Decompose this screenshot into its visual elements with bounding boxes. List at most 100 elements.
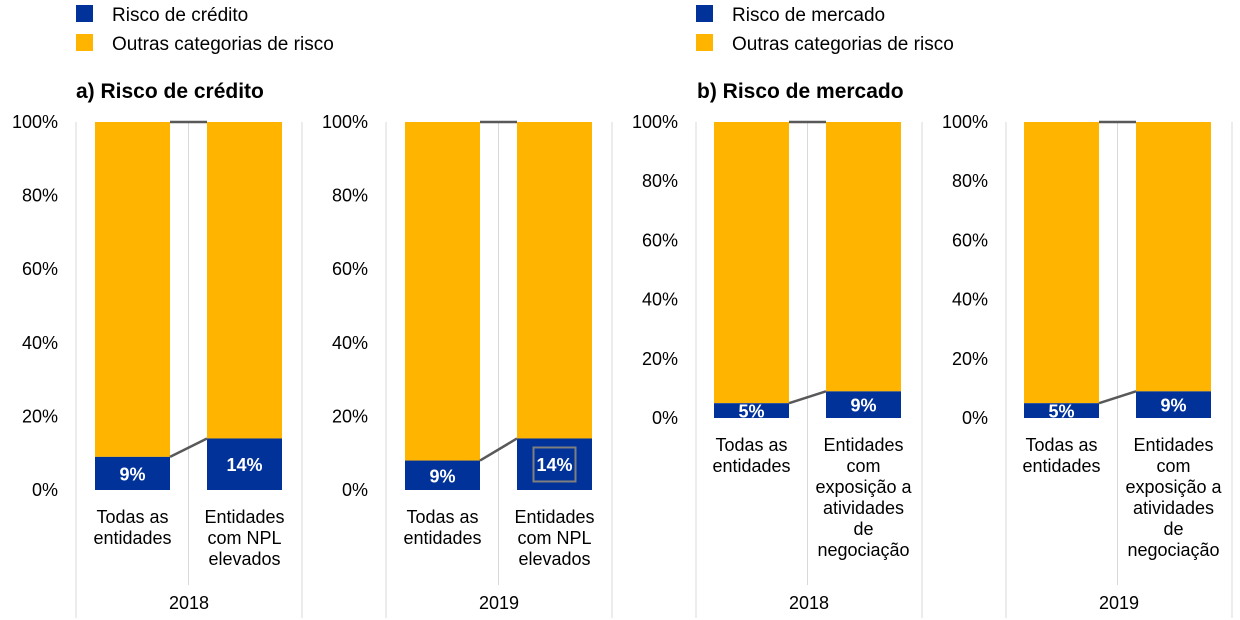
data-label: 9%	[1160, 396, 1186, 416]
category-label-line: de	[1163, 519, 1183, 539]
data-label: 9%	[119, 464, 145, 484]
legend-label-credit-primary: Risco de crédito	[112, 5, 248, 26]
year-label: 2018	[789, 593, 829, 613]
series-connector-primary	[1098, 390, 1137, 405]
bar-segment-other	[1024, 122, 1099, 404]
y-tick-label: 20%	[642, 349, 678, 369]
y-tick-label: 80%	[952, 171, 988, 191]
bar-segment-other	[1136, 122, 1211, 392]
category-label-line: entidades	[1022, 456, 1100, 476]
category-label-line: com	[846, 456, 880, 476]
data-label: 14%	[226, 455, 262, 475]
year-label: 2018	[169, 593, 209, 613]
category-label-line: Entidades	[204, 507, 284, 527]
subplot-2018-credit: 0% 20% 40% 60% 80% 100% 9% 14% Todas as entidades…	[12, 112, 303, 618]
category-label: Entidades com exposição a atividades de negoc…	[1125, 435, 1222, 560]
series-connector-primary	[169, 437, 208, 458]
category-label-line: Todas as	[715, 435, 787, 455]
y-tick-label: 60%	[642, 230, 678, 250]
y-tick-label: 20%	[952, 349, 988, 369]
category-label-line: entidades	[93, 528, 171, 548]
legend-swatch-credit-primary	[76, 5, 93, 22]
bar-segment-primary	[826, 391, 901, 418]
y-tick-label: 80%	[22, 186, 58, 206]
category-label-line: Entidades	[1133, 435, 1213, 455]
y-tick-label: 80%	[642, 171, 678, 191]
bar-segment-primary	[1024, 403, 1099, 418]
data-label: 5%	[738, 402, 764, 422]
y-tick-label: 0%	[652, 408, 678, 428]
y-tick-label: 80%	[332, 186, 368, 206]
category-label: Todas as entidades	[93, 507, 171, 548]
bar-segment-other	[714, 122, 789, 404]
category-label: Todas as entidades	[403, 507, 481, 548]
y-tick-label: 40%	[332, 333, 368, 353]
highlight-box	[532, 446, 577, 483]
bar-segment-primary	[1136, 391, 1211, 418]
bar-segment-primary	[207, 438, 282, 490]
category-label-line: Todas as	[96, 507, 168, 527]
category-label: Entidades com NPL elevados	[514, 507, 594, 569]
subplot-2019-credit: 0% 20% 40% 60% 80% 100% 9% 14% Todas as entidades…	[322, 112, 613, 618]
y-tick-label: 0%	[962, 408, 988, 428]
y-tick-label: 60%	[332, 259, 368, 279]
category-label-line: entidades	[403, 528, 481, 548]
category-label: Entidades com NPL elevados	[204, 507, 284, 569]
y-tick-label: 20%	[22, 406, 58, 426]
legend-swatch-market-other	[696, 34, 713, 51]
category-label-line: negociação	[817, 540, 909, 560]
category-label-line: Todas as	[1025, 435, 1097, 455]
legend-swatch-market-primary	[696, 5, 713, 22]
y-tick-label: 40%	[952, 290, 988, 310]
subplot-2018-market: 0% 20% 40% 60% 80% 100% 5% 9% Todas as entidades E…	[632, 112, 923, 618]
legend-credit: Risco de crédito Outras categorias de ri…	[76, 5, 334, 55]
data-label: 5%	[1048, 402, 1074, 422]
y-tick-label: 100%	[632, 112, 678, 132]
y-tick-label: 40%	[642, 290, 678, 310]
legend-label-market-primary: Risco de mercado	[732, 5, 885, 26]
y-tick-label: 0%	[32, 480, 58, 500]
category-label-line: Entidades	[823, 435, 903, 455]
category-label: Todas as entidades	[712, 435, 790, 476]
category-label-line: de	[853, 519, 873, 539]
category-label: Todas as entidades	[1022, 435, 1100, 476]
category-label-line: Todas as	[406, 507, 478, 527]
y-tick-label: 0%	[342, 480, 368, 500]
category-label-line: Entidades	[514, 507, 594, 527]
subplot-2019-market: 0% 20% 40% 60% 80% 100% 5% 9% Todas as entidades E…	[942, 112, 1233, 618]
bar-segment-primary	[714, 403, 789, 418]
category-label-line: com NPL	[517, 528, 591, 548]
y-tick-label: 40%	[22, 333, 58, 353]
category-label: Entidades com exposição a atividades de negoc…	[815, 435, 912, 560]
data-label: 14%	[536, 455, 572, 475]
category-label-line: atividades	[823, 498, 904, 518]
y-tick-label: 100%	[12, 112, 58, 132]
y-tick-label: 60%	[22, 259, 58, 279]
bar-segment-other	[95, 122, 170, 457]
category-label-line: elevados	[208, 549, 280, 569]
legend-swatch-credit-other	[76, 34, 93, 51]
data-label: 9%	[429, 466, 455, 486]
bar-segment-other	[405, 122, 480, 461]
panel-title-credit: a) Risco de crédito	[76, 80, 264, 103]
legend-market: Risco de mercado Outras categorias de ri…	[696, 5, 954, 55]
category-label-line: negociação	[1127, 540, 1219, 560]
category-label-line: exposição a	[1125, 477, 1222, 497]
category-label-line: atividades	[1133, 498, 1214, 518]
bar-segment-primary	[405, 460, 480, 490]
bar-segment-primary	[95, 456, 170, 490]
series-connector-primary	[479, 437, 518, 462]
plot-area: 0%20%40%60%80%100%9% 14%Todas as entidades…	[12, 112, 1233, 618]
year-label: 2019	[1099, 593, 1139, 613]
bar-segment-other	[826, 122, 901, 392]
category-label-line: com NPL	[207, 528, 281, 548]
year-label: 2019	[479, 593, 519, 613]
category-label-line: entidades	[712, 456, 790, 476]
legend-label-market-other: Outras categorias de risco	[732, 34, 954, 55]
y-tick-label: 20%	[332, 406, 368, 426]
bar-segment-other	[207, 122, 282, 439]
data-label: 9%	[850, 396, 876, 416]
panel-title-market: b) Risco de mercado	[697, 80, 904, 103]
legend-label-credit-other: Outras categorias de risco	[112, 34, 334, 55]
category-label-line: exposição a	[815, 477, 912, 497]
